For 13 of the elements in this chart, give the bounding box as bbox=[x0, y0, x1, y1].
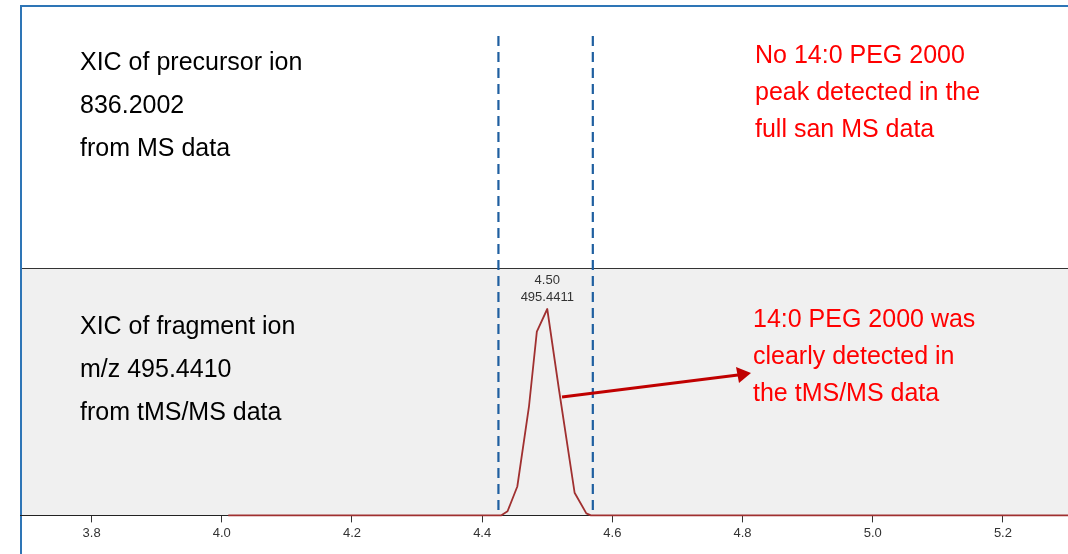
x-tick-label: 5.2 bbox=[993, 524, 1012, 540]
x-tick-label: 4.4 bbox=[473, 524, 492, 540]
text: No 14:0 PEG 2000 peak detected in the full san MS data bbox=[755, 39, 981, 144]
text: XIC of precursor ion 836.2002 from MS data bbox=[80, 46, 303, 163]
annotation: 4.50 495.4411 bbox=[520, 272, 574, 304]
x-tick-label: 4.0 bbox=[212, 524, 231, 540]
x-tick-label: 5.0 bbox=[863, 524, 882, 540]
annotation: 14:0 PEG 2000 was clearly detected in the tMS/MS data bbox=[753, 303, 976, 408]
x-tick-label: 3.8 bbox=[82, 524, 101, 540]
annotation: XIC of fragment ion m/z 495.4410 from tMS/MS data bbox=[80, 310, 296, 427]
x-tick-label: 4.2 bbox=[342, 524, 362, 540]
x-tick-label: 4.6 bbox=[603, 524, 622, 540]
x-tick-label: 4.8 bbox=[733, 524, 752, 540]
